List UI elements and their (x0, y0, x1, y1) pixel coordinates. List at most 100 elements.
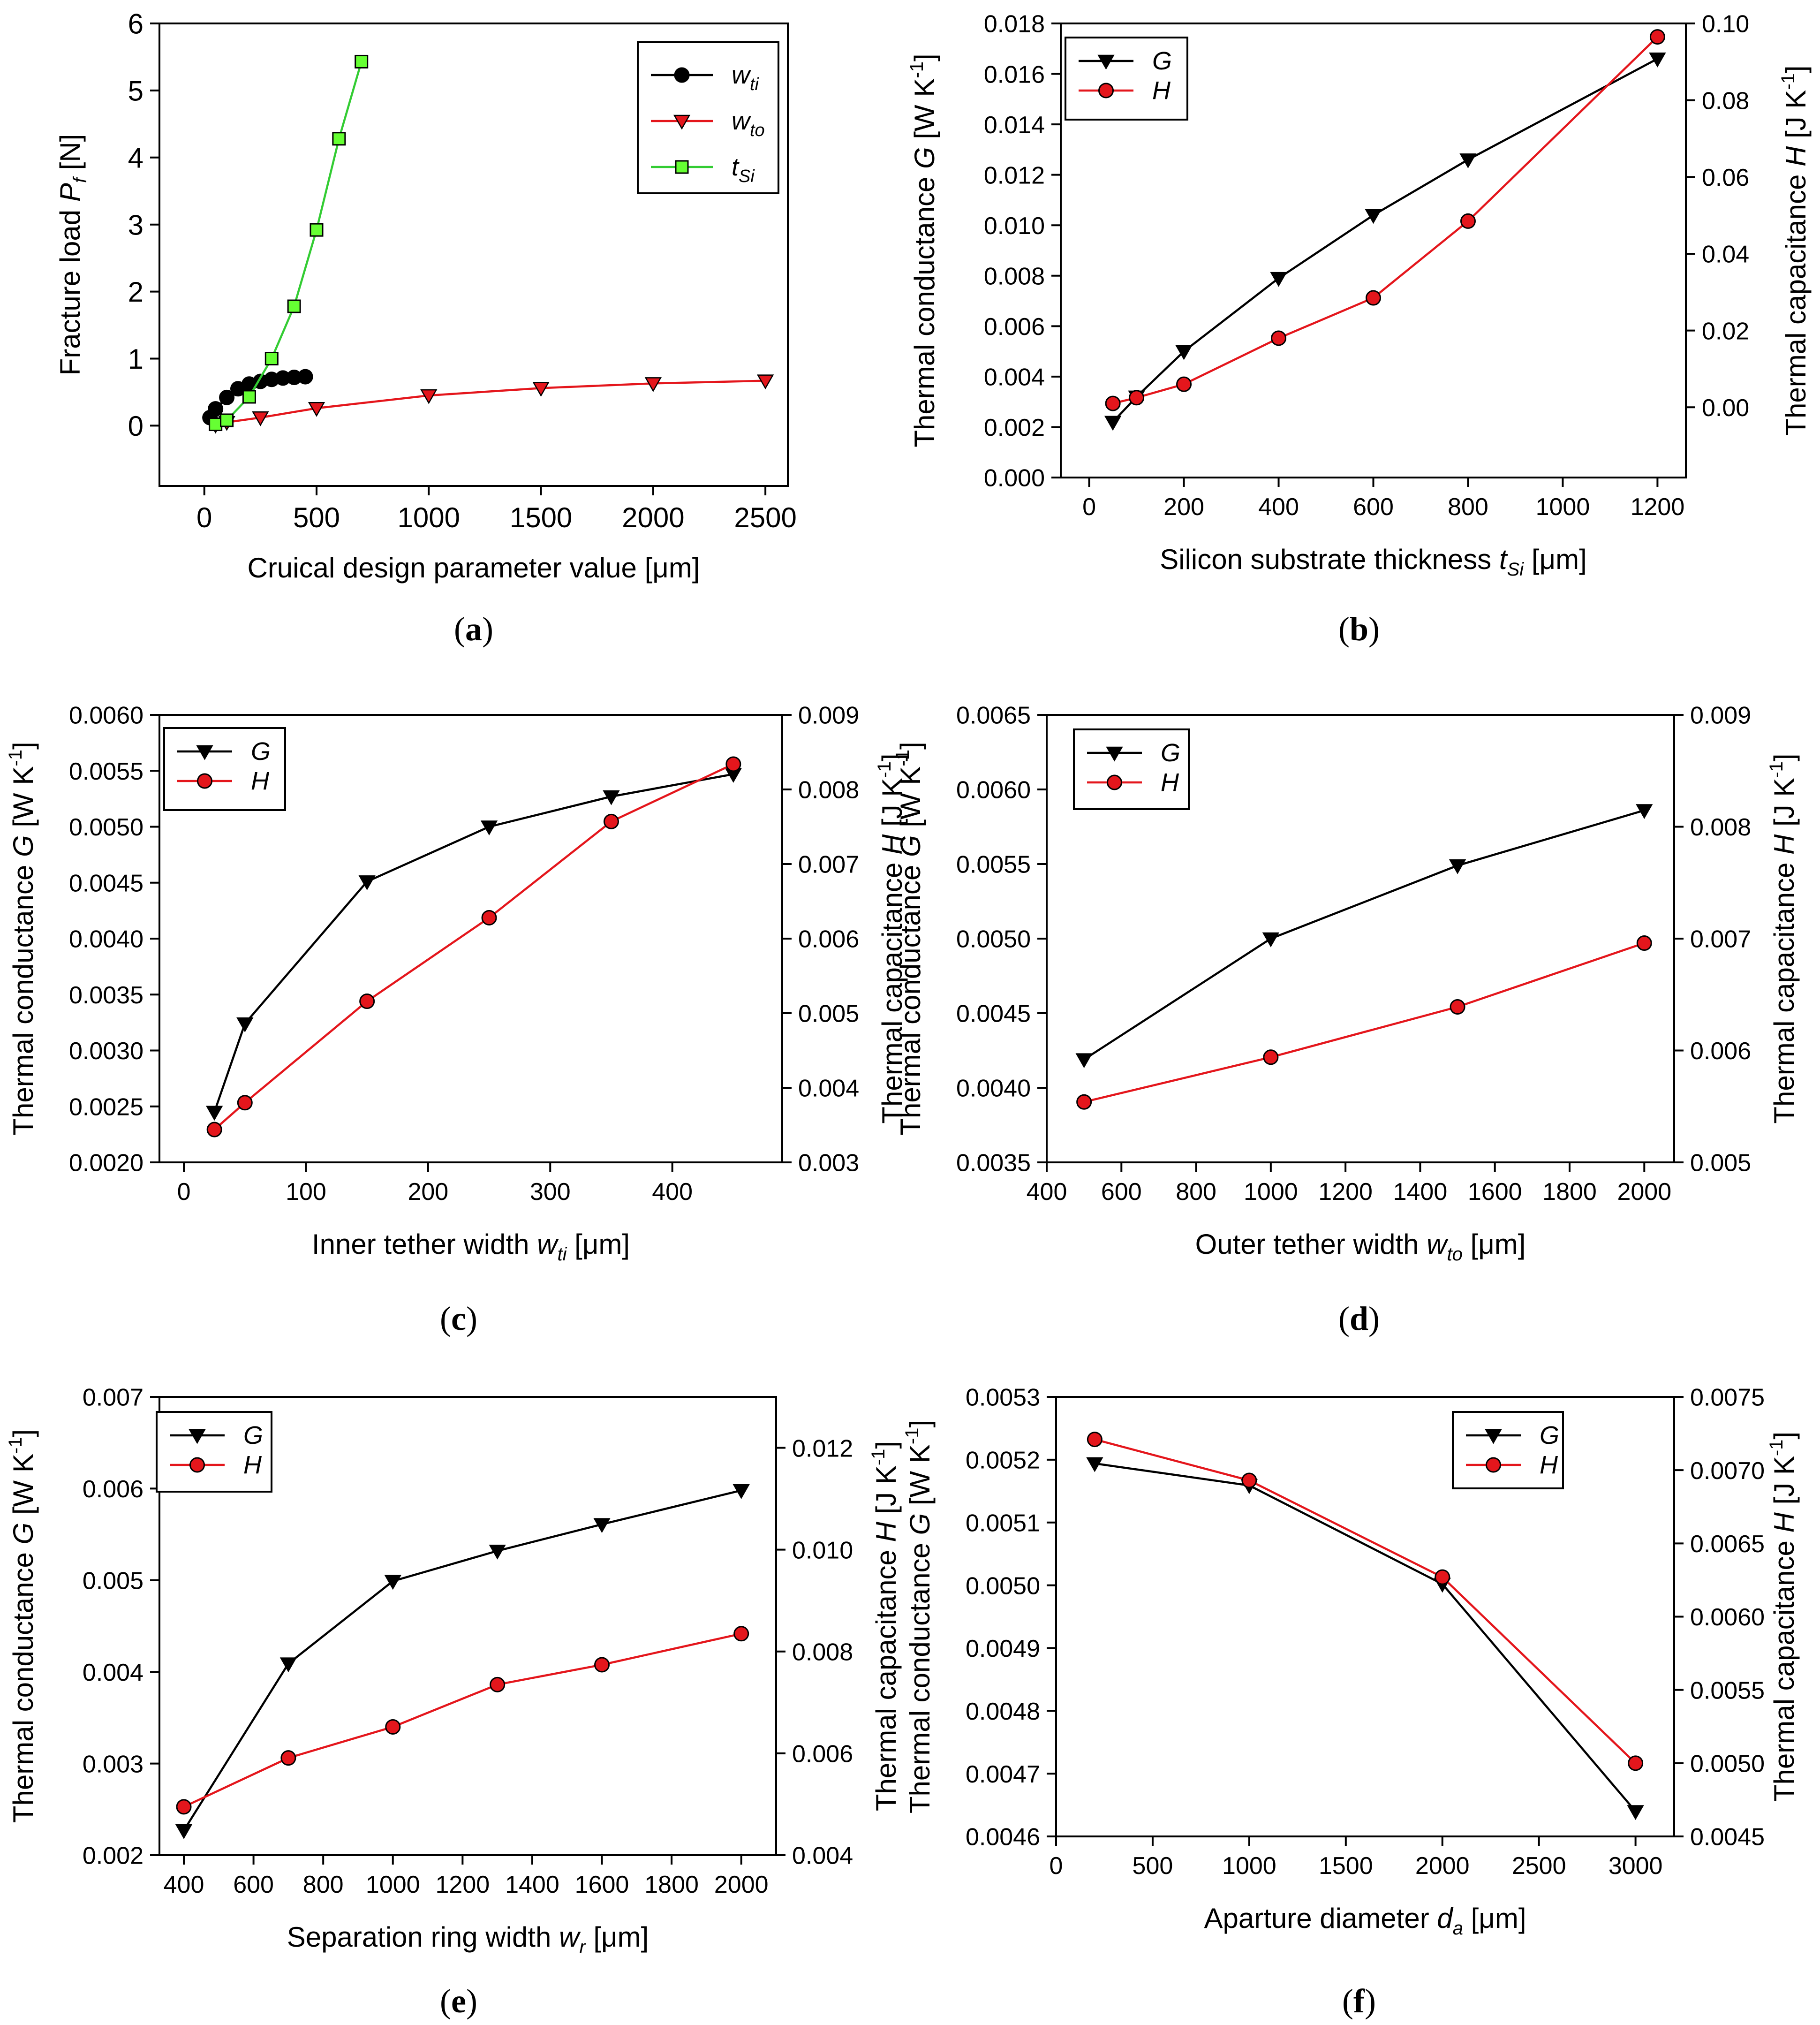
label-span: a (1453, 1918, 1463, 1939)
legend: GH (1452, 1411, 1564, 1489)
x-tick-label: 400 (1027, 1178, 1067, 1206)
label-span: Thermal capacitance (870, 1542, 902, 1812)
label-span: [W K (904, 1444, 936, 1513)
label-span: ) (482, 610, 493, 648)
label-span: b (1350, 610, 1368, 648)
data-point (1365, 209, 1382, 224)
label-span: c (451, 1300, 466, 1337)
x-tick-label: 0 (1050, 1852, 1063, 1880)
label-span: ) (466, 1982, 477, 2020)
panel-caption: (f) (1342, 1982, 1376, 2020)
x-tick-label: 400 (164, 1871, 204, 1898)
data-point (490, 1676, 506, 1692)
label-span: [μm] (1463, 1903, 1526, 1934)
data-point (206, 1122, 222, 1138)
series-line (1094, 1438, 1637, 1764)
label-span: ( (440, 1982, 451, 2020)
legend-marker (1485, 1429, 1502, 1444)
x-tick-label: 2000 (1415, 1852, 1470, 1880)
y-tick-label: 0.0040 (69, 926, 143, 953)
label-span: ] (870, 1441, 902, 1449)
label-span: Aparture diameter (1204, 1903, 1437, 1934)
label-span: -1 (906, 61, 927, 78)
series-H (1087, 1432, 1644, 1771)
legend: GH (1073, 728, 1190, 810)
y-tick-label: 0.0040 (956, 1075, 1031, 1102)
label-span: ) (1365, 1982, 1376, 2020)
label-span: t (1499, 544, 1508, 575)
legend-label: H (251, 767, 270, 795)
legend-marker (197, 773, 212, 789)
x-tick-label: 1000 (366, 1871, 420, 1898)
x-tick-label: 200 (408, 1178, 448, 1206)
label-span: Thermal capacitance (1780, 167, 1812, 436)
x-axis-label: Silicon substrate thickness tSi [μm] (1160, 544, 1586, 580)
legend-label: G (251, 737, 271, 766)
label-span: G (909, 147, 940, 169)
data-point (1649, 29, 1665, 45)
y-tick-label: 0.002 (83, 1843, 143, 1870)
y2-tick-label: 0.008 (1690, 814, 1751, 841)
label-span: P (54, 183, 86, 202)
data-point (1129, 390, 1145, 406)
series-G (1104, 53, 1666, 431)
label-span: H (1540, 1451, 1558, 1479)
label-span: ti (750, 75, 760, 94)
data-point (480, 820, 498, 836)
x-tick-label: 1000 (398, 502, 460, 533)
data-point (219, 389, 235, 405)
series-line (213, 773, 734, 1113)
legend-marker (1107, 774, 1122, 790)
series-line (1112, 36, 1658, 405)
y2-tick-label: 0.007 (1690, 926, 1751, 953)
label-span: ( (1338, 1300, 1350, 1337)
y-tick-label: 0.0050 (966, 1572, 1040, 1600)
data-point (1104, 416, 1122, 431)
label-span: w (732, 107, 751, 135)
y-tick-label: 0.003 (83, 1751, 143, 1778)
panel-caption: (b) (1338, 610, 1380, 648)
x-tick-label: 2500 (1512, 1852, 1566, 1880)
label-span: ] (8, 1429, 39, 1437)
y2-tick-label: 0.0050 (1690, 1751, 1765, 1778)
y2-tick-label: 0.02 (1702, 318, 1749, 345)
x-tick-label: 1600 (575, 1871, 629, 1898)
y-tick-label: 0.0020 (69, 1150, 143, 1177)
legend-label: tSi (732, 153, 755, 186)
x-tick-label: 400 (1258, 493, 1299, 521)
label-span: Thermal conductance (8, 857, 39, 1136)
x-axis-label: Outer tether width wto [μm] (1195, 1229, 1526, 1265)
data-point (1241, 1472, 1257, 1488)
y2-axis-label: Thermal capacitance H [J K-1] (1766, 1432, 1800, 1802)
y-tick-label: 6 (128, 8, 143, 40)
label-span: [μm] (1524, 544, 1587, 575)
y2-tick-label: 0.08 (1702, 87, 1749, 114)
x-tick-label: 0 (177, 1178, 191, 1206)
x-tick-label: 200 (1163, 493, 1204, 521)
data-point (332, 132, 346, 146)
y-tick-label: 4 (128, 142, 143, 174)
y-axis-label: Thermal conductance G [W K-1] (892, 742, 926, 1135)
y2-tick-label: 0.04 (1702, 241, 1749, 268)
label-span: d (1437, 1903, 1453, 1934)
series-line (1095, 1462, 1637, 1812)
y-axis-label: Fracture load Pf [N] (54, 134, 91, 376)
label-span: Thermal conductance (8, 1544, 39, 1823)
label-span: H (876, 834, 908, 855)
legend-marker (196, 745, 213, 760)
y2-tick-label: 0.008 (798, 777, 859, 804)
data-point (644, 377, 662, 392)
data-point (359, 994, 375, 1009)
label-span: Thermal conductance (895, 857, 926, 1136)
x-tick-label: 500 (293, 502, 340, 533)
series-line (1084, 942, 1645, 1103)
label-span: -1 (5, 1437, 26, 1454)
x-tick-label: 1800 (1542, 1178, 1597, 1206)
label-span: Thermal conductance (904, 1535, 936, 1813)
label-span: -1 (874, 761, 895, 778)
y2-tick-label: 0.0060 (1690, 1604, 1765, 1631)
label-span: w (732, 61, 751, 89)
label-span: G (895, 835, 926, 857)
